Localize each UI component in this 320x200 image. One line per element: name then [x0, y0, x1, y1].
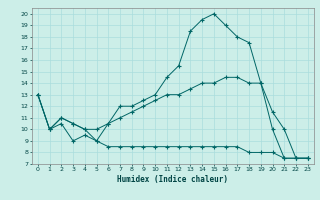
X-axis label: Humidex (Indice chaleur): Humidex (Indice chaleur)	[117, 175, 228, 184]
